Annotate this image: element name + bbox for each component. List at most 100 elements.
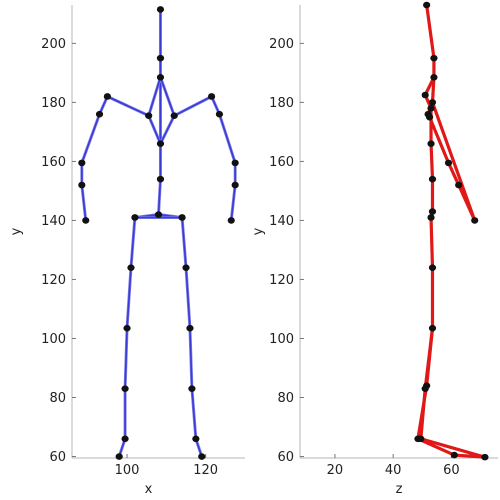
bone [430,75,436,104]
y-axis-label: y [9,227,24,235]
joint-point [156,6,165,13]
joint-point [156,175,165,183]
joint-point [82,217,90,224]
bone [429,142,435,181]
y-tick-label: 160 [41,155,66,170]
joint-point [192,435,200,443]
x-tick-label: 40 [385,463,402,478]
joint-point [455,181,463,189]
y-tick-label: 200 [269,37,294,52]
bone [416,437,456,457]
joint-point [156,74,165,81]
x-axis-label: x [145,482,153,497]
bone [429,215,435,270]
joint-point [423,1,431,9]
joint-point [417,435,425,443]
joint-point [430,54,438,62]
y-tick-label: 80 [277,391,294,406]
joint-point [170,112,178,119]
bone [159,114,176,145]
joint-point [428,175,437,183]
joint-point [145,112,153,119]
bone [130,216,136,269]
bone [419,387,427,441]
bone [189,327,193,390]
joint-point [121,385,129,392]
y-tick-label: 60 [277,450,294,465]
joint-point [95,110,104,118]
bone [230,184,236,222]
joint-point [123,324,131,332]
y-tick-label: 100 [269,332,294,347]
y-tick-label: 120 [41,273,66,288]
y-tick-label: 180 [41,96,66,111]
y-tick-label: 140 [41,214,66,229]
bone [81,184,87,222]
bone [430,100,477,223]
y-tick-label: 60 [49,450,66,465]
joint-point [182,264,190,271]
bone [425,3,436,60]
x-axis-label: z [396,482,403,497]
joint-point [430,74,438,81]
y-tick-label: 120 [269,273,294,288]
joint-point [207,93,216,100]
joint-point [444,159,453,167]
joint-point [427,104,435,112]
joint-point [131,214,139,221]
x-tick-label: 20 [327,463,344,478]
joint-point [178,214,186,221]
joint-point [428,264,437,271]
bone [419,437,487,459]
bone [159,76,176,117]
bone [446,161,461,187]
joint-point [188,385,196,392]
bone [218,113,236,164]
joint-point [156,54,165,62]
bone [147,114,162,145]
joint-point [227,217,235,224]
y-tick-label: 160 [269,155,294,170]
side-view-panel: 60 80 100 120 140 160 180 200 20 40 60 z y [251,1,498,497]
bone [191,387,197,440]
y-tick-label: 140 [269,214,294,229]
joint-point [428,324,437,332]
bone [427,115,451,165]
bone [157,178,162,216]
y-tick-label: 200 [41,37,66,52]
joint-point [450,451,458,459]
joint-point [421,385,429,392]
joint-point [231,181,239,189]
y-axis-label: y [251,227,266,235]
joint-point [154,211,163,218]
joint-point [471,217,479,224]
y-tick-label: 180 [269,96,294,111]
joint-point [103,93,111,100]
joint-point [121,435,129,443]
joint-point [198,453,206,460]
joint-point [156,140,165,148]
joint-point [427,214,435,221]
joint-point [421,91,429,99]
x-tick-label: 120 [193,463,218,478]
joint-point [425,113,434,121]
joint-point [231,159,239,167]
bone [423,326,435,391]
bone [124,327,128,390]
joint-point [78,159,86,167]
joint-point [481,453,489,461]
bone [173,95,213,117]
x-tick-label: 60 [443,463,460,478]
bone [185,266,191,329]
x-tick-label: 100 [115,463,140,478]
joint-point [127,264,135,271]
joint-point [78,181,86,189]
joint-point [215,110,224,118]
bone [126,266,132,329]
bone [106,95,150,117]
y-tick-label: 100 [41,332,66,347]
joint-point [186,324,194,332]
joint-point [427,140,435,148]
bone [181,216,187,269]
